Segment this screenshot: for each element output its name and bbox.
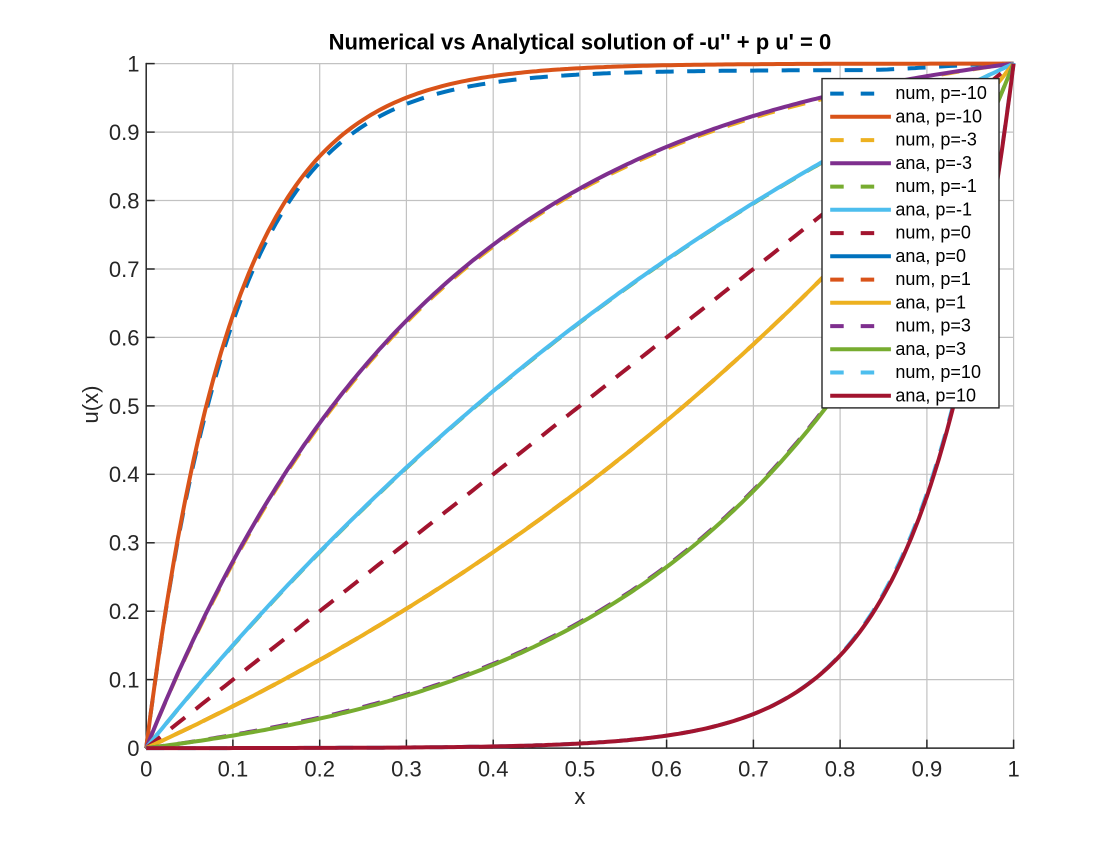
svg-text:0.8: 0.8	[825, 757, 856, 782]
svg-text:0.8: 0.8	[109, 188, 140, 213]
svg-text:u(x): u(x)	[78, 386, 103, 424]
svg-text:0.9: 0.9	[109, 120, 140, 145]
svg-text:1: 1	[1007, 757, 1019, 782]
svg-text:0: 0	[140, 757, 152, 782]
svg-text:0.2: 0.2	[304, 757, 335, 782]
svg-text:ana, p=3: ana, p=3	[895, 339, 966, 359]
svg-text:ana, p=-3: ana, p=-3	[895, 153, 972, 173]
svg-text:0.4: 0.4	[478, 757, 509, 782]
svg-text:num, p=-10: num, p=-10	[895, 83, 987, 103]
svg-text:0.3: 0.3	[109, 531, 140, 556]
svg-text:ana, p=0: ana, p=0	[895, 246, 966, 266]
svg-text:x: x	[574, 784, 585, 809]
svg-text:0.9: 0.9	[912, 757, 943, 782]
svg-text:num, p=0: num, p=0	[895, 223, 971, 243]
svg-text:0.1: 0.1	[218, 757, 249, 782]
svg-text:num, p=3: num, p=3	[895, 316, 971, 336]
svg-text:0.6: 0.6	[109, 325, 140, 350]
svg-text:1: 1	[127, 52, 139, 77]
svg-text:ana, p=-10: ana, p=-10	[895, 106, 982, 126]
svg-text:0.3: 0.3	[391, 757, 422, 782]
svg-text:0.4: 0.4	[109, 462, 140, 487]
svg-text:ana, p=10: ana, p=10	[895, 385, 976, 405]
svg-text:num, p=1: num, p=1	[895, 269, 971, 289]
svg-text:0.5: 0.5	[109, 394, 140, 419]
svg-text:0: 0	[127, 736, 139, 761]
svg-text:num, p=10: num, p=10	[895, 362, 981, 382]
svg-text:0.6: 0.6	[651, 757, 682, 782]
svg-text:0.7: 0.7	[109, 257, 140, 282]
svg-text:num, p=-1: num, p=-1	[895, 176, 977, 196]
svg-text:ana, p=1: ana, p=1	[895, 292, 966, 312]
svg-text:0.2: 0.2	[109, 599, 140, 624]
svg-text:Numerical vs Analytical soluti: Numerical vs Analytical solution of -u''…	[329, 30, 832, 55]
svg-text:0.1: 0.1	[109, 668, 140, 693]
svg-text:ana, p=-1: ana, p=-1	[895, 199, 972, 219]
svg-text:num, p=-3: num, p=-3	[895, 130, 977, 150]
svg-text:0.5: 0.5	[565, 757, 596, 782]
svg-text:0.7: 0.7	[738, 757, 769, 782]
